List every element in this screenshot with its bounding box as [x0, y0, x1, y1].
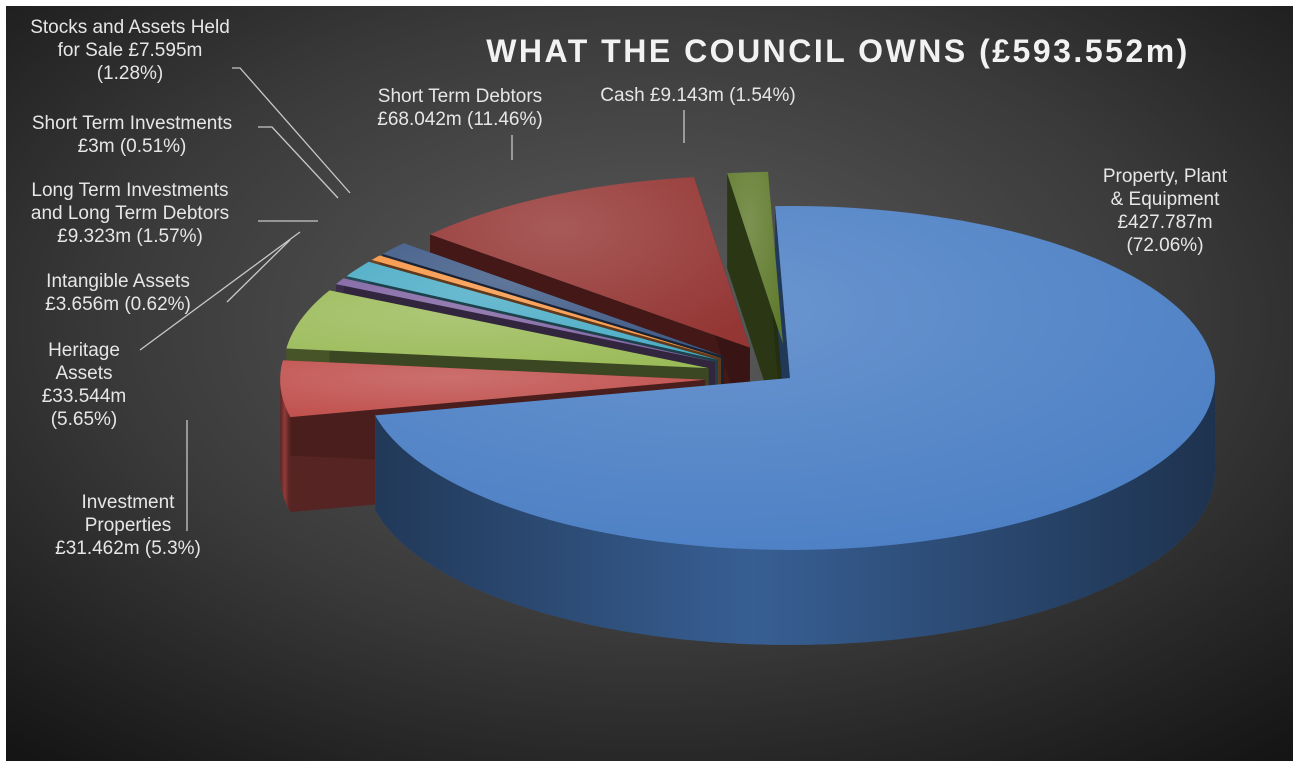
slice-side-shade-investment-properties: [280, 379, 291, 513]
slice-shine-investment-properties: [280, 360, 706, 418]
data-label-short-term-investments: Short Term Investments £3m (0.51%): [32, 113, 232, 157]
leader-line-stocks-and-assets-held-for-sale: [232, 67, 351, 194]
data-label-line: Stocks and Assets Held: [30, 17, 230, 38]
data-label-line: Cash £9.143m (1.54%): [600, 85, 795, 106]
data-label-line: Assets: [55, 363, 112, 384]
data-label-line: £33.544m: [42, 386, 127, 407]
leader-line-heritage-assets: [139, 231, 301, 351]
slice-shine-long-term-investments-and-long-term-debtors: [346, 261, 718, 360]
data-label-investment-properties: Investment Properties £31.462m (5.3%): [55, 492, 201, 559]
data-label-line: £3.656m (0.62%): [45, 294, 191, 315]
data-label-line: and Long Term Debtors: [31, 203, 229, 224]
data-label-line: Property, Plant: [1103, 166, 1228, 187]
data-label-line: £31.462m (5.3%): [55, 538, 201, 559]
data-labels: Property, Plant & Equipment £427.787m (72.0…: [30, 17, 1228, 559]
data-label-long-term-investments-and-long-term-debtors: Long Term Investments and Long Term Debto…: [31, 180, 229, 247]
slice-shine-intangible-assets: [335, 278, 715, 362]
slice-shine-property-plant-equipment: [375, 206, 1215, 550]
data-label-cash: Cash £9.143m (1.54%): [600, 85, 795, 106]
data-label-line: & Equipment: [1111, 189, 1221, 210]
chart-title: WHAT THE COUNCIL OWNS (£593.552m): [486, 33, 1190, 69]
data-label-property-plant-equipment: Property, Plant & Equipment £427.787m (72.0…: [1103, 166, 1228, 256]
leader-lines: [139, 67, 685, 531]
slice-shine-short-term-debtors: [430, 177, 750, 348]
data-label-line: £9.323m (1.57%): [57, 226, 203, 247]
slice-shine-heritage-assets: [286, 290, 709, 369]
data-label-intangible-assets: Intangible Assets £3.656m (0.62%): [45, 271, 191, 315]
data-label-line: (5.65%): [51, 409, 118, 430]
slice-shine-short-term-investments: [371, 255, 721, 358]
data-label-line: (1.28%): [97, 63, 164, 84]
slice-side-shade-property-plant-equipment: [375, 378, 1215, 645]
data-label-line: Properties: [85, 515, 172, 536]
slice-shine-stocks-and-assets-held-for-sale: [382, 243, 724, 357]
data-label-line: Long Term Investments: [31, 180, 228, 201]
data-label-heritage-assets: Heritage Assets £33.544m (5.65%): [42, 340, 127, 430]
data-label-line: for Sale £7.595m: [58, 40, 203, 61]
data-label-line: Intangible Assets: [46, 271, 190, 292]
data-label-line: £427.787m: [1117, 212, 1212, 233]
slice-wall-cash: [727, 173, 783, 439]
slice-shine-cash: [727, 171, 783, 344]
data-label-line: Heritage: [48, 340, 120, 361]
data-label-line: £3m (0.51%): [78, 136, 187, 157]
data-label-stocks-and-assets-held-for-sale: Stocks and Assets Held for Sale £7.595m (1…: [30, 17, 230, 84]
slice-tops: [280, 171, 1215, 550]
leader-line-intangible-assets: [226, 239, 291, 303]
data-label-line: £68.042m (11.46%): [377, 109, 542, 130]
data-label-short-term-debtors: Short Term Debtors £68.042m (11.46%): [377, 86, 542, 130]
data-label-line: (72.06%): [1126, 235, 1203, 256]
data-label-line: Investment: [82, 492, 176, 513]
leader-line-short-term-investments: [258, 126, 339, 199]
data-label-line: Short Term Investments: [32, 113, 232, 134]
data-label-line: Short Term Debtors: [378, 86, 542, 107]
